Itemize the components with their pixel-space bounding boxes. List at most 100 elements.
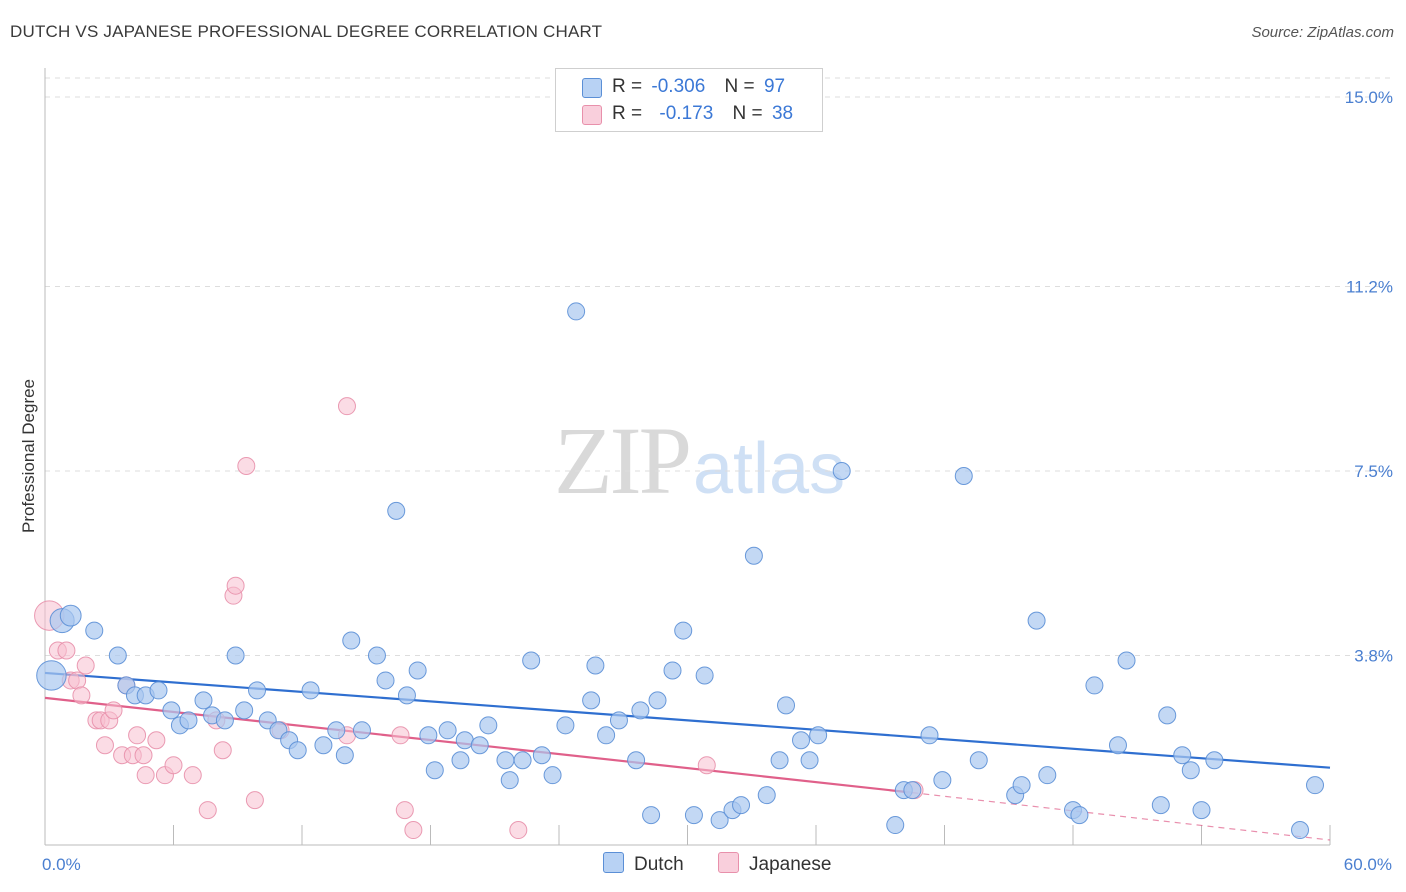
dutch-point [1012,776,1031,795]
dutch-point [770,751,789,770]
japanese-point [68,671,87,690]
bottom-japanese-label: Japanese [749,854,832,875]
dutch-point [352,721,371,740]
dutch-point [1181,761,1200,780]
dutch-point [479,716,498,735]
dutch-point [954,466,973,485]
dutch-point [809,726,828,745]
legend-dutch-text: R = -0.306 N = 97 [612,76,785,98]
dutch-point [451,751,470,770]
dutch-point [1070,806,1089,825]
chart-title: DUTCH VS JAPANESE PROFESSIONAL DEGREE CO… [10,22,603,41]
dutch-point [438,721,457,740]
japanese-point [128,726,147,745]
dutch-point [609,711,628,730]
dutch-point [582,691,601,710]
dutch-point [376,671,395,690]
japanese-point [164,756,183,775]
japanese-point [395,801,414,820]
dutch-point [419,726,438,745]
source-credit: Source: ZipAtlas.com [1251,24,1394,41]
dutch-point [162,701,181,720]
dutch-trend-line [44,671,1331,769]
x-tick-label: 0.0% [42,855,81,874]
dutch-point [179,711,198,730]
y-tick-label: 11.2% [1346,277,1393,296]
axes [44,68,1331,846]
japanese-point [391,726,410,745]
dutch-point [397,686,416,705]
dutch-point [567,302,586,321]
dutch-point [732,796,751,815]
japanese-point [183,766,202,785]
legend-dutch-r-value: -0.306 [651,76,706,97]
dutch-point [792,731,811,750]
dutch-point [335,746,354,765]
dutch-point [777,696,796,715]
bottom-legend-japanese: Japanese [718,852,831,876]
japanese-point [76,656,95,675]
dutch-point [455,731,474,750]
tick-labels: 3.8% 7.5% 11.2% 15.0% 0.0% 60.0% [42,88,1393,874]
dutch-point [301,681,320,700]
dutch-point [425,761,444,780]
dutch-point [744,546,763,565]
y-tick-label: 7.5% [1354,462,1393,481]
dutch-point [663,661,682,680]
japanese-trend-extension [912,792,1331,841]
zipatlas-watermark: ZIPatlas [554,405,845,516]
dutch-point [1192,801,1211,820]
dutch-point [36,660,67,691]
japanese-points [34,397,924,840]
dutch-point [342,631,361,650]
japanese-point [95,736,114,755]
dutch-point [1027,611,1046,630]
dutch-point [367,646,386,665]
japanese-point [57,641,76,660]
dutch-point [969,751,988,770]
dutch-point [194,691,213,710]
dutch-point [408,661,427,680]
japanese-point [213,741,232,760]
dutch-point [1151,796,1170,815]
dutch-point [1306,776,1325,795]
japanese-point [697,756,716,775]
correlation-legend: R = -0.306 N = 97 R = -0.173 N = 38 [555,68,823,132]
dutch-point [674,621,693,640]
dutch-point [543,766,562,785]
dutch-point [832,462,851,480]
japanese-point [226,576,245,595]
japanese-point [72,686,91,705]
dutch-point [226,646,245,665]
dutch-point [496,751,515,770]
watermark-zip: ZIP [554,407,692,514]
dutch-point [684,806,703,825]
legend-dutch-r-label: R = [612,76,643,97]
dutch-point [513,751,532,770]
legend-japanese-r-value: -0.173 [659,103,714,124]
legend-dutch-n-label: N = [724,76,755,97]
dutch-point [288,741,307,760]
dutch-point [1117,651,1136,670]
dutch-point [627,751,646,770]
dutch-point [59,604,82,627]
dutch-point [470,736,489,755]
y-tick-label: 3.8% [1354,647,1393,666]
dutch-point [500,771,519,790]
bottom-dutch-swatch [603,852,624,873]
legend-japanese-n-value: 38 [771,103,794,124]
x-tick-label: 60.0% [1344,855,1392,874]
dutch-point [800,751,819,770]
dutch-point [757,786,776,805]
japanese-point [509,821,528,840]
dutch-point [586,656,605,675]
japanese-point [198,801,217,820]
dutch-point [1173,746,1192,765]
gridlines [45,77,1390,657]
dutch-point [235,701,254,720]
dutch-point [387,501,406,520]
dutch-point [597,726,616,745]
dutch-points [36,302,1325,840]
dutch-point [695,666,714,685]
